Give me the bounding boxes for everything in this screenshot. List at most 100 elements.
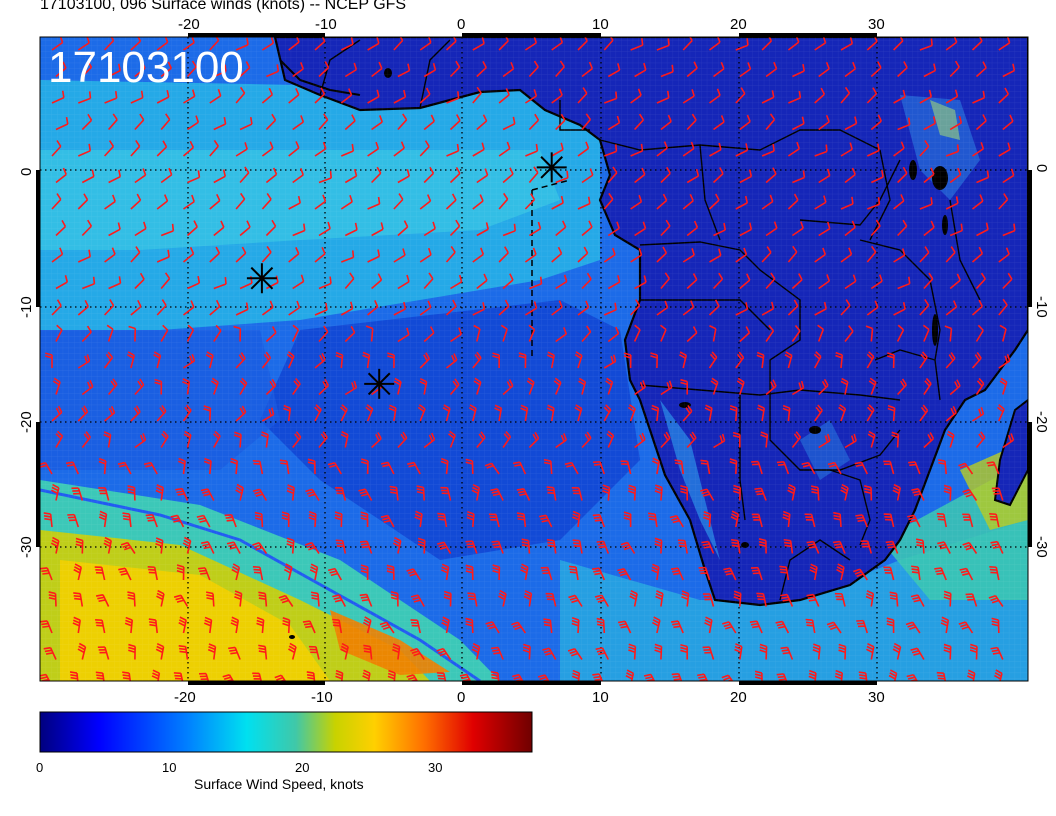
wind-barb bbox=[332, 618, 343, 634]
wind-barb bbox=[134, 168, 147, 184]
wind-barb bbox=[498, 192, 509, 210]
wind-barb bbox=[682, 404, 693, 422]
wind-barb bbox=[700, 488, 715, 501]
wind-barb bbox=[765, 221, 778, 237]
wind-barb bbox=[892, 642, 902, 660]
wind-barb bbox=[702, 646, 715, 660]
wind-barb bbox=[213, 276, 227, 290]
wind-barb bbox=[484, 462, 500, 475]
wind-barb bbox=[594, 594, 609, 607]
wind-barb bbox=[528, 221, 542, 237]
wind-barb bbox=[235, 483, 244, 501]
wind-barb bbox=[51, 140, 62, 157]
wind-barb bbox=[934, 567, 947, 581]
wind-barb bbox=[511, 621, 527, 634]
wind-barb bbox=[840, 37, 854, 51]
wind-barb bbox=[143, 461, 158, 475]
svg-text:0: 0 bbox=[36, 760, 43, 775]
wind-barb bbox=[491, 540, 504, 554]
wind-barb bbox=[564, 461, 579, 475]
wind-barb bbox=[265, 378, 277, 396]
svg-text:-20: -20 bbox=[18, 411, 35, 433]
wind-barb bbox=[261, 87, 274, 104]
wind-barb bbox=[686, 326, 698, 343]
wind-barb bbox=[806, 540, 820, 554]
wind-barb bbox=[911, 488, 925, 501]
wind-barb bbox=[362, 351, 371, 369]
wind-barb bbox=[623, 352, 632, 369]
wind-barb bbox=[945, 37, 958, 51]
wind-barb bbox=[528, 166, 539, 184]
wind-barb bbox=[203, 616, 213, 634]
wind-barb bbox=[117, 461, 132, 475]
wind-barb bbox=[502, 223, 517, 237]
wind-barb bbox=[739, 114, 751, 131]
wind-barb bbox=[866, 87, 878, 104]
wind-barb bbox=[868, 377, 877, 395]
wind-barb bbox=[911, 565, 921, 581]
wind-barb bbox=[972, 194, 984, 210]
wind-barb bbox=[365, 404, 374, 422]
wind-barb bbox=[679, 351, 688, 369]
wind-barb bbox=[908, 461, 921, 475]
colorbar bbox=[39, 711, 533, 753]
wind-barb bbox=[340, 301, 354, 316]
wind-barb bbox=[835, 351, 844, 369]
wind-barb bbox=[332, 594, 347, 607]
wind-barb bbox=[233, 431, 242, 448]
wind-barb bbox=[660, 272, 670, 290]
wind-barb bbox=[756, 592, 767, 607]
wind-barb bbox=[423, 272, 434, 290]
wind-barb bbox=[628, 484, 637, 501]
wind-barb bbox=[498, 141, 511, 157]
wind-barb bbox=[362, 616, 372, 634]
wind-barb bbox=[65, 461, 80, 475]
wind-barb bbox=[634, 113, 645, 131]
wind-barb bbox=[634, 380, 647, 396]
wind-barb bbox=[936, 512, 947, 528]
colorbar-label: Surface Wind Speed, knots bbox=[194, 776, 364, 792]
wind-barb bbox=[709, 88, 721, 104]
wind-barb bbox=[239, 117, 253, 131]
wind-barb bbox=[77, 642, 87, 660]
wind-barb bbox=[387, 669, 396, 681]
wind-barb bbox=[397, 327, 410, 343]
wind-barb bbox=[69, 671, 79, 681]
wind-barb bbox=[239, 377, 248, 395]
wind-barb bbox=[998, 87, 1009, 104]
wind-barb bbox=[485, 621, 500, 634]
wind-barb bbox=[730, 538, 741, 554]
wind-barb bbox=[81, 113, 93, 131]
wind-barb bbox=[814, 195, 827, 210]
wind-barb bbox=[735, 143, 749, 157]
wind-barb bbox=[962, 541, 978, 554]
wind-barb bbox=[318, 276, 332, 290]
lat-labels-right: 0 -10 -20 -30 bbox=[1033, 164, 1050, 558]
wind-barb bbox=[252, 565, 264, 581]
wind-barb bbox=[407, 461, 421, 475]
wind-barb bbox=[344, 325, 356, 343]
wind-barb bbox=[986, 461, 1000, 475]
wind-barb bbox=[634, 167, 646, 184]
wind-barb bbox=[292, 115, 305, 131]
wind-barb bbox=[419, 87, 431, 104]
wind-barb bbox=[335, 539, 347, 554]
timestamp-stamp: 17103100 bbox=[48, 43, 244, 92]
svg-text:0: 0 bbox=[18, 168, 35, 176]
wind-barb bbox=[897, 219, 908, 237]
wind-barb bbox=[656, 90, 670, 104]
wind-barb bbox=[607, 63, 621, 78]
wind-barb bbox=[498, 299, 510, 316]
wind-barb bbox=[334, 511, 343, 528]
wind-barb bbox=[228, 646, 241, 660]
wind-barb bbox=[975, 324, 984, 342]
wind-barb bbox=[81, 431, 91, 448]
wind-barb bbox=[709, 248, 722, 263]
wind-barb bbox=[231, 563, 241, 581]
wind-barb bbox=[502, 430, 512, 448]
wind-barb bbox=[235, 142, 248, 157]
wind-barb bbox=[630, 299, 641, 316]
wind-barb bbox=[670, 567, 684, 581]
wind-barb bbox=[283, 404, 292, 422]
wind-barb bbox=[155, 484, 164, 501]
